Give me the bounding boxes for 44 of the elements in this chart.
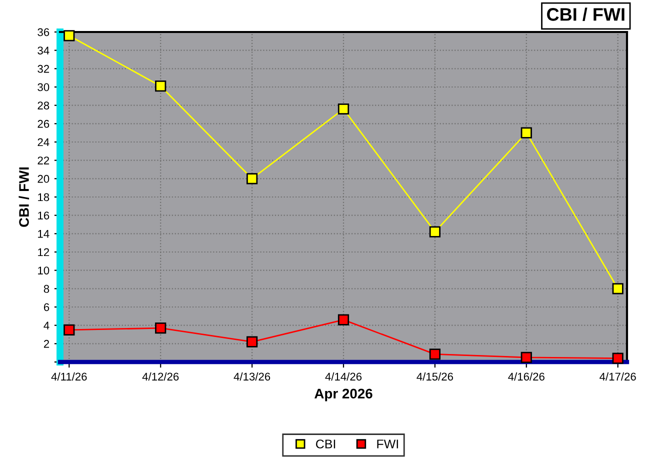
y-tick-label: 12 xyxy=(38,248,50,256)
point xyxy=(429,348,441,360)
point xyxy=(155,80,166,92)
point xyxy=(64,324,75,336)
y-tick-label: 20 xyxy=(38,174,50,183)
y-tick-label: 10 xyxy=(38,266,50,274)
x-tick-label: 4/11/26 xyxy=(51,372,87,381)
y-tick-label: 36 xyxy=(38,28,50,36)
y-tick-label: 34 xyxy=(38,46,50,54)
point xyxy=(429,226,441,238)
point xyxy=(520,127,532,138)
x-tick-label: 4/13/26 xyxy=(234,372,270,381)
y-tick-label: 24 xyxy=(38,138,50,146)
point xyxy=(155,322,166,334)
x-tick-label: 4/14/26 xyxy=(325,372,362,381)
point xyxy=(64,30,75,42)
point xyxy=(612,352,624,364)
point xyxy=(612,283,624,294)
y-tick-label: 16 xyxy=(38,212,50,220)
y-tick-label: 8 xyxy=(44,284,50,293)
legend-label: FWI xyxy=(377,440,398,448)
point xyxy=(520,352,532,363)
point xyxy=(246,173,258,184)
y-tick-label: 28 xyxy=(38,102,50,110)
chart-title: CBI / FWI xyxy=(547,8,624,22)
y-tick-label: 32 xyxy=(38,64,50,73)
x-tick-label: 4/15/26 xyxy=(416,372,453,381)
y-tick-label: 22 xyxy=(38,156,50,164)
point xyxy=(338,103,350,115)
y-axis-title: CBI / FWI xyxy=(18,167,30,227)
y-tick-label: 2 xyxy=(44,340,50,348)
y-tick-label: 4 xyxy=(44,322,50,330)
point xyxy=(246,336,258,348)
y-tick-label: 6 xyxy=(44,303,50,312)
x-tick-label: 4/16/26 xyxy=(508,372,544,381)
x-axis-title: Apr 2026 xyxy=(314,388,372,402)
y-tick-label: 30 xyxy=(38,83,50,92)
point xyxy=(338,314,350,326)
legend-label: CBI xyxy=(316,440,336,448)
x-tick-label: 4/17/26 xyxy=(600,372,636,381)
x-tick-label: 4/12/26 xyxy=(142,372,179,381)
y-tick-label: 26 xyxy=(38,120,50,128)
y-tick-label: 14 xyxy=(38,230,50,238)
y-tick-label: 18 xyxy=(38,193,50,202)
